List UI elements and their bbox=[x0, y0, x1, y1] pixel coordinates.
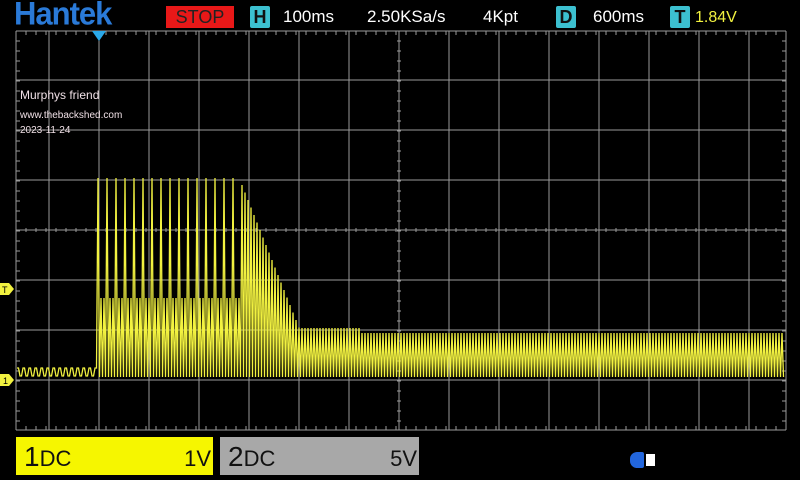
annotation-title: Murphys friend bbox=[20, 88, 100, 102]
ch1-number: 1 bbox=[24, 441, 40, 472]
memory-depth-readout: 4Kpt bbox=[483, 7, 518, 26]
delay-readout[interactable]: 600ms bbox=[593, 7, 645, 26]
usb-icon bbox=[630, 452, 644, 468]
ch1-scale: 1V bbox=[184, 446, 211, 471]
timebase-readout[interactable]: 100ms bbox=[283, 7, 335, 26]
ch2-coupling: DC bbox=[243, 446, 276, 471]
trigger-level-readout[interactable]: 1.84V bbox=[695, 9, 737, 26]
graticule bbox=[15, 30, 787, 431]
ch1-coupling: DC bbox=[39, 446, 72, 471]
trigger-badge: T bbox=[670, 6, 690, 28]
annotation-website: www.thebackshed.com bbox=[20, 110, 123, 121]
ch2-settings-box[interactable]: 2DC 5V bbox=[220, 437, 419, 475]
sample-rate-readout: 2.50KSa/s bbox=[367, 7, 446, 26]
delay-badge: D bbox=[556, 6, 576, 28]
ch1-settings-box[interactable]: 1DC 1V bbox=[16, 437, 213, 475]
run-stop-indicator[interactable]: STOP bbox=[166, 6, 234, 28]
horizontal-badge: H bbox=[250, 6, 270, 28]
trigger-level-marker[interactable]: T bbox=[0, 283, 14, 295]
ch1-waveform bbox=[17, 177, 785, 378]
hantek-logo: Hantek bbox=[14, 0, 112, 32]
ch1-ground-marker[interactable]: 1 bbox=[0, 374, 14, 386]
trigger-position-marker[interactable] bbox=[92, 31, 106, 41]
ch2-number: 2 bbox=[228, 441, 244, 472]
header-bar: Hantek STOP H 100ms 2.50KSa/s 4Kpt D 600… bbox=[0, 0, 800, 32]
usb-plug-icon bbox=[646, 454, 655, 466]
ch2-scale: 5V bbox=[390, 446, 417, 471]
annotation-date: 2023-11-24 bbox=[20, 125, 71, 136]
svg-text:1: 1 bbox=[3, 376, 8, 386]
svg-text:T: T bbox=[2, 285, 8, 295]
